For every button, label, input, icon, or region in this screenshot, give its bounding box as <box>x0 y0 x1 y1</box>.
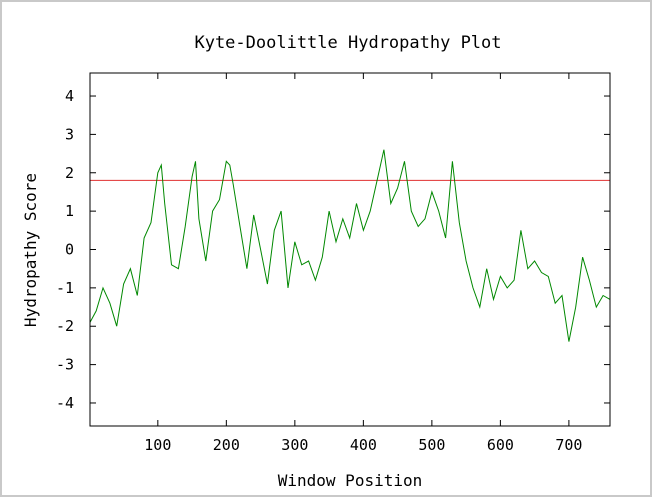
x-tick-label: 500 <box>418 436 445 454</box>
x-tick-label: 300 <box>281 436 308 454</box>
y-tick-label: 4 <box>65 87 74 105</box>
x-tick-label: 400 <box>350 436 377 454</box>
plot-area-border <box>89 72 611 427</box>
chart-title: Kyte-Doolittle Hydropathy Plot <box>194 33 501 53</box>
x-tick-label: 700 <box>555 436 582 454</box>
x-tick-label: 100 <box>144 436 171 454</box>
y-tick-label: 2 <box>65 164 74 182</box>
x-tick-label: 600 <box>487 436 514 454</box>
y-tick-label: -1 <box>56 279 74 297</box>
y-tick-label: -4 <box>56 394 74 412</box>
y-tick-label: -2 <box>56 317 74 335</box>
y-axis-label: Hydropathy Score <box>21 173 40 327</box>
series-line-0 <box>89 149 611 342</box>
y-tick-label: 0 <box>65 241 74 259</box>
y-tick-label: 3 <box>65 125 74 143</box>
x-tick-label: 200 <box>213 436 240 454</box>
x-axis-label: Window Position <box>278 471 423 490</box>
y-tick-label: -3 <box>56 356 74 374</box>
y-tick-label: 1 <box>65 202 74 220</box>
